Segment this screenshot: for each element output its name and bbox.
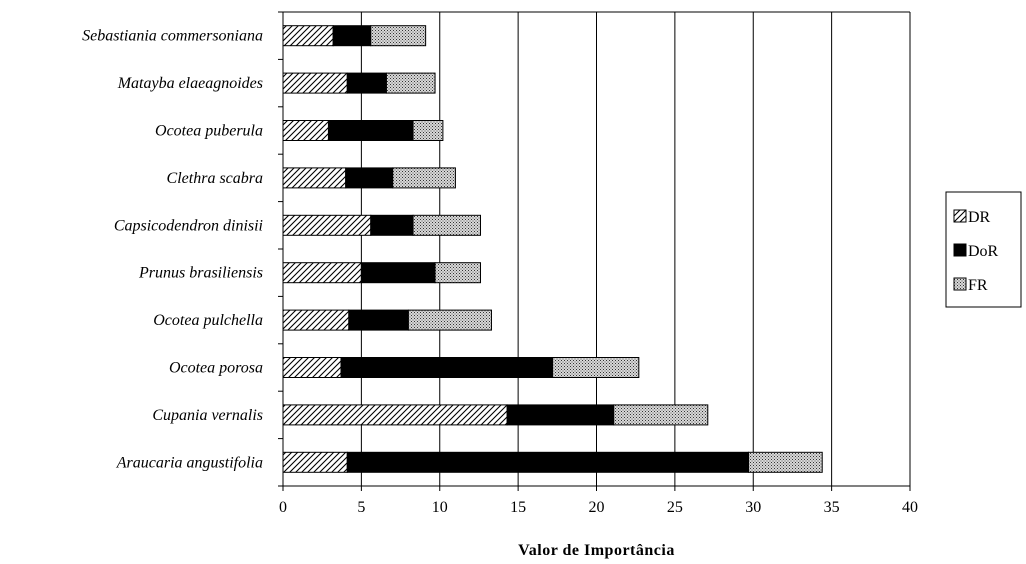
category-label: Ocotea puberula (155, 123, 263, 140)
bar-segment-dr (282, 451, 348, 473)
bar-segment-dor (346, 72, 387, 94)
x-tick-label: 15 (510, 499, 526, 516)
axes (278, 11, 911, 491)
category-label: Prunus brasiliensis (138, 265, 263, 282)
bar-segment-dr (282, 357, 342, 378)
category-label: Clethra scabra (167, 170, 263, 187)
bar-segment-dr (282, 262, 362, 284)
legend-label-dor: DoR (968, 243, 999, 260)
category-label: Sebastiania commersoniana (82, 28, 263, 45)
x-tick-label: 40 (902, 499, 918, 516)
x-tick-label: 35 (824, 499, 840, 516)
bar-segment-dor (327, 120, 414, 141)
x-tick-label: 20 (589, 499, 605, 516)
bar-segment-dor (332, 25, 372, 47)
bar-segment-dr (282, 72, 348, 94)
bar-segment-dor (345, 167, 394, 189)
bar-segment-fr (412, 214, 482, 236)
bar-segment-fr (412, 120, 444, 141)
bar-segment-dor (506, 404, 615, 426)
bar-segment-fr (552, 357, 640, 378)
category-label: Ocotea porosa (169, 360, 263, 377)
bars (282, 25, 823, 473)
x-tick-label: 5 (357, 499, 365, 516)
category-label: Araucaria angustifolia (116, 454, 263, 471)
legend-swatch-dr (953, 209, 967, 223)
x-tick-label: 0 (279, 499, 287, 516)
bar-segment-fr (748, 451, 823, 473)
labels: 0 5 10 15 20 25 30 35 40 Araucaria angustifolia Cu… (82, 28, 918, 516)
x-axis-title: Valor de Importância (518, 542, 675, 559)
category-label: Capsicodendron dinisii (114, 217, 263, 234)
bar-segment-fr (392, 167, 456, 189)
legend-swatch-dor (953, 243, 967, 257)
category-label: Ocotea pulchella (153, 312, 263, 329)
x-tick-label: 25 (667, 499, 683, 516)
bar-segment-dr (282, 167, 347, 189)
grid-lines (360, 12, 911, 486)
legend-swatch-fr (953, 277, 967, 291)
bar-segment-dor (346, 451, 750, 473)
bar-segment-dor (360, 262, 436, 284)
bar-segment-fr (385, 72, 436, 94)
bar-segment-dr (282, 404, 508, 426)
bar-segment-fr (370, 25, 427, 47)
bar-segment-dor (340, 357, 554, 378)
legend: DR DoR FR (945, 191, 1022, 308)
bar-segment-dr (282, 214, 372, 236)
legend-label-fr: FR (968, 277, 988, 294)
bar-segment-fr (407, 309, 492, 331)
category-label: Matayba elaeagnoides (117, 75, 263, 92)
x-tick-label: 10 (432, 499, 448, 516)
bar-segment-dor (348, 309, 409, 331)
bar-segment-dor (370, 214, 414, 236)
bar-segment-dr (282, 25, 334, 47)
bar-segment-fr (613, 404, 709, 426)
x-tick-label: 30 (745, 499, 761, 516)
legend-label-dr: DR (968, 209, 991, 226)
bar-segment-dr (282, 309, 350, 331)
category-label: Cupania vernalis (152, 407, 263, 424)
bar-segment-dr (282, 120, 329, 141)
bar-segment-fr (434, 262, 482, 284)
